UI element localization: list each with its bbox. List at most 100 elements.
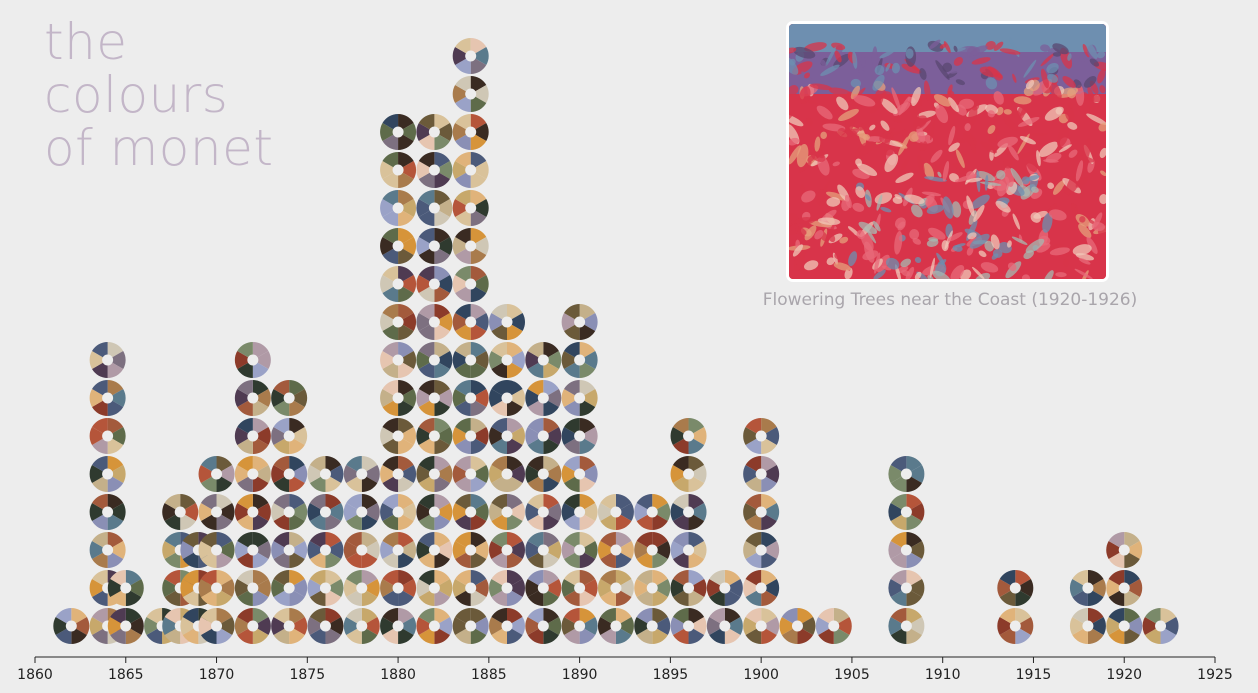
painting-colour-wheel[interactable] [452,190,489,226]
painting-colour-wheel[interactable] [888,456,925,492]
painting-colour-wheel[interactable] [888,532,925,568]
painting-colour-wheel[interactable] [525,570,562,606]
painting-colour-wheel[interactable] [597,570,634,606]
painting-colour-wheel[interactable] [779,608,816,644]
painting-colour-wheel[interactable] [452,380,489,416]
painting-colour-wheel[interactable] [234,380,271,416]
painting-colour-wheel[interactable] [561,532,598,568]
painting-colour-wheel[interactable] [380,228,417,264]
painting-colour-wheel[interactable] [380,570,417,606]
painting-colour-wheel[interactable] [670,570,707,606]
painting-colour-wheel[interactable] [89,456,126,492]
painting-colour-wheel[interactable] [452,342,489,378]
painting-colour-wheel[interactable] [380,608,417,644]
painting-colour-wheel[interactable] [452,570,489,606]
painting-colour-wheel[interactable] [234,418,271,454]
painting-colour-wheel[interactable] [416,532,453,568]
painting-colour-wheel[interactable] [1106,608,1143,644]
painting-colour-wheel[interactable] [53,608,90,644]
painting-colour-wheel[interactable] [597,532,634,568]
painting-colour-wheel[interactable] [307,570,344,606]
painting-colour-wheel[interactable] [307,494,344,530]
painting-colour-wheel[interactable] [743,570,780,606]
painting-colour-wheel[interactable] [888,608,925,644]
painting-colour-wheel[interactable] [452,456,489,492]
painting-colour-wheel[interactable] [488,342,525,378]
painting-colour-wheel[interactable] [416,152,453,188]
painting-colour-wheel[interactable] [743,494,780,530]
painting-colour-wheel[interactable] [525,608,562,644]
painting-colour-wheel[interactable] [743,456,780,492]
painting-colour-wheel[interactable] [380,304,417,340]
painting-colour-wheel[interactable] [561,380,598,416]
painting-colour-wheel[interactable] [343,494,380,530]
painting-colour-wheel[interactable] [89,532,126,568]
painting-colour-wheel[interactable] [888,570,925,606]
painting-colour-wheel[interactable] [670,418,707,454]
painting-colour-wheel[interactable] [452,494,489,530]
painting-colour-wheel[interactable] [597,608,634,644]
painting-colour-wheel[interactable] [488,380,525,416]
painting-colour-wheel[interactable] [380,190,417,226]
painting-colour-wheel[interactable] [488,570,525,606]
painting-colour-wheel[interactable] [597,494,634,530]
painting-colour-wheel[interactable] [271,456,308,492]
painting-colour-wheel[interactable] [380,152,417,188]
painting-colour-wheel[interactable] [888,494,925,530]
painting-colour-wheel[interactable] [416,304,453,340]
painting-colour-wheel[interactable] [561,304,598,340]
painting-colour-wheel[interactable] [706,570,743,606]
painting-colour-wheel[interactable] [1142,608,1179,644]
painting-colour-wheel[interactable] [452,266,489,302]
painting-colour-wheel[interactable] [997,608,1034,644]
featured-painting[interactable] [786,21,1109,282]
painting-colour-wheel[interactable] [452,76,489,112]
painting-colour-wheel[interactable] [1106,570,1143,606]
painting-colour-wheel[interactable] [380,342,417,378]
painting-colour-wheel[interactable] [452,228,489,264]
painting-colour-wheel[interactable] [416,608,453,644]
painting-colour-wheel[interactable] [343,456,380,492]
painting-colour-wheel[interactable] [488,418,525,454]
painting-colour-wheel[interactable] [416,342,453,378]
painting-colour-wheel[interactable] [380,532,417,568]
painting-colour-wheel[interactable] [198,456,235,492]
painting-colour-wheel[interactable] [271,570,308,606]
painting-colour-wheel[interactable] [343,570,380,606]
painting-colour-wheel[interactable] [561,570,598,606]
painting-colour-wheel[interactable] [488,304,525,340]
painting-colour-wheel[interactable] [525,532,562,568]
painting-colour-wheel[interactable] [561,494,598,530]
painting-colour-wheel[interactable] [634,608,671,644]
painting-colour-wheel[interactable] [107,608,144,644]
painting-colour-wheel[interactable] [670,608,707,644]
painting-colour-wheel[interactable] [198,570,235,606]
painting-colour-wheel[interactable] [815,608,852,644]
painting-colour-wheel[interactable] [561,418,598,454]
painting-colour-wheel[interactable] [452,38,489,74]
painting-colour-wheel[interactable] [416,228,453,264]
painting-colour-wheel[interactable] [561,608,598,644]
painting-colour-wheel[interactable] [380,380,417,416]
painting-colour-wheel[interactable] [1106,532,1143,568]
painting-colour-wheel[interactable] [706,608,743,644]
painting-colour-wheel[interactable] [561,342,598,378]
painting-colour-wheel[interactable] [380,456,417,492]
painting-colour-wheel[interactable] [416,114,453,150]
painting-colour-wheel[interactable] [416,266,453,302]
painting-colour-wheel[interactable] [89,494,126,530]
painting-colour-wheel[interactable] [525,494,562,530]
painting-colour-wheel[interactable] [452,608,489,644]
painting-colour-wheel[interactable] [307,608,344,644]
painting-colour-wheel[interactable] [234,342,271,378]
painting-colour-wheel[interactable] [234,532,271,568]
painting-colour-wheel[interactable] [89,418,126,454]
painting-colour-wheel[interactable] [343,608,380,644]
painting-colour-wheel[interactable] [452,418,489,454]
painting-colour-wheel[interactable] [307,456,344,492]
painting-colour-wheel[interactable] [525,418,562,454]
painting-colour-wheel[interactable] [488,532,525,568]
painting-colour-wheel[interactable] [670,456,707,492]
painting-colour-wheel[interactable] [1069,570,1106,606]
painting-colour-wheel[interactable] [198,494,235,530]
